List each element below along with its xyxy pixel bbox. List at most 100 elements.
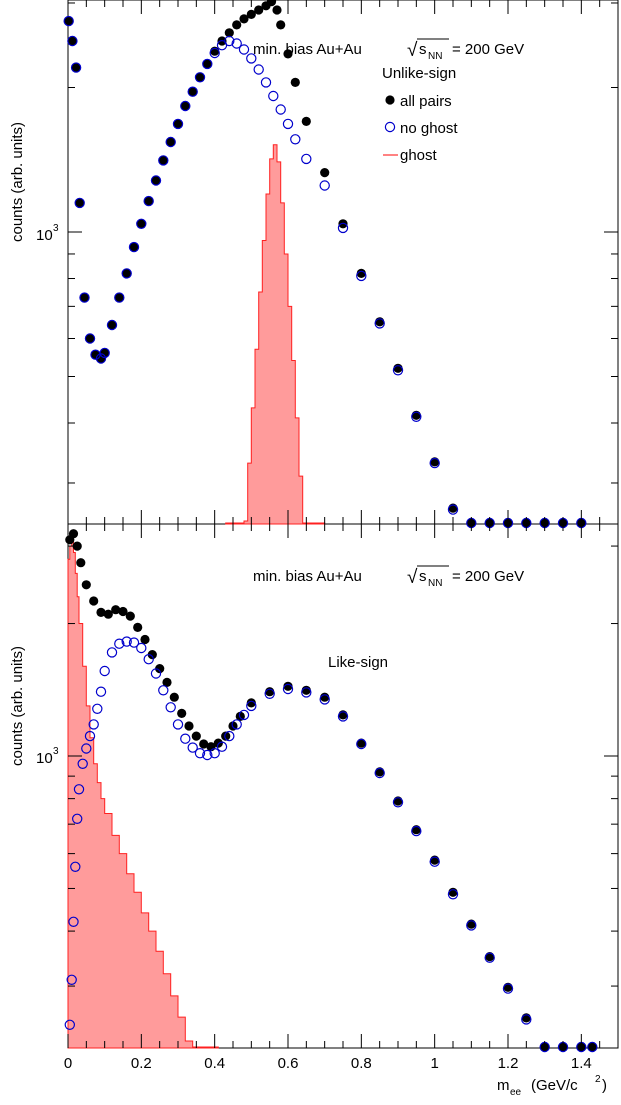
- bottom-no-ghost-point: [88, 719, 99, 730]
- x-tick-label: 0.8: [351, 1055, 372, 1072]
- top-no-ghost-point: [337, 222, 349, 234]
- top-all-pairs-point: [301, 116, 311, 126]
- bottom-ghost-histogram: [67, 539, 219, 1049]
- bottom-no-ghost-point: [150, 668, 162, 679]
- top-no-ghost-point: [143, 195, 154, 207]
- bottom-no-ghost-point: [95, 686, 107, 697]
- xlabel-sub: ee: [510, 1087, 522, 1098]
- bottom-no-ghost-point: [121, 636, 132, 647]
- bottom-ghost-area: [67, 539, 219, 1049]
- bottom-no-ghost-point: [264, 688, 275, 700]
- top-no-ghost-point: [319, 180, 330, 191]
- bottom-no-ghost-point: [66, 974, 77, 986]
- top-all-pairs-point: [158, 155, 168, 165]
- x-tick-label: 0.6: [278, 1055, 299, 1072]
- top-no-ghost-point: [301, 153, 312, 165]
- xlabel-unit-sup: 2: [595, 1074, 601, 1085]
- bottom-all-pairs-point: [147, 650, 157, 660]
- top-ytick-exp: 3: [53, 223, 59, 234]
- top-no-ghost-point: [447, 504, 459, 515]
- bottom-no-ghost-point: [143, 654, 154, 665]
- bottom-sqrt-sub: NN: [428, 578, 442, 589]
- top-no-ghost-point: [268, 90, 279, 102]
- bottom-no-ghost-point: [429, 856, 440, 867]
- bottom-no-ghost-point: [81, 743, 92, 754]
- top-no-ghost-point: [260, 77, 272, 88]
- bottom-no-ghost-point: [484, 952, 495, 963]
- bottom-no-ghost-series: [64, 636, 598, 1053]
- bottom-no-ghost-point: [70, 861, 81, 873]
- x-tick-label: 0.4: [204, 1055, 225, 1072]
- bottom-ylabel: counts (arb. units): [9, 646, 26, 766]
- top-all-pairs-point: [64, 16, 74, 26]
- bottom-no-ghost-point: [194, 748, 206, 759]
- bottom-no-ghost-point: [209, 748, 220, 759]
- top-no-ghost-point: [282, 118, 294, 130]
- legend-no-ghost-marker: [384, 121, 396, 133]
- bottom-no-ghost-point: [77, 758, 88, 770]
- top-energy-label: = 200 GeV: [452, 41, 524, 58]
- bottom-no-ghost-point: [319, 694, 330, 705]
- bottom-no-ghost-point: [216, 741, 228, 752]
- bottom-no-ghost-point: [71, 813, 83, 825]
- bottom-all-pairs-point: [191, 731, 201, 741]
- top-no-ghost-point: [99, 347, 110, 359]
- top-all-pairs-point: [393, 363, 403, 373]
- x-tick-label: 1.2: [498, 1055, 519, 1072]
- bottom-all-pairs-point: [162, 677, 172, 688]
- bottom-all-pairs-point: [221, 731, 231, 741]
- bottom-all-pairs-point: [199, 739, 209, 749]
- bottom-sqrt-var: s: [419, 568, 427, 585]
- bottom-all-pairs-point: [111, 605, 121, 615]
- top-no-ghost-point: [84, 333, 96, 344]
- legend-all-pairs-label: all pairs: [400, 93, 452, 110]
- top-all-pairs-point: [180, 101, 190, 111]
- bottom-energy-label: = 200 GeV: [452, 568, 524, 585]
- bottom-subtitle: Like-sign: [328, 654, 388, 671]
- bottom-no-ghost-point: [73, 784, 85, 795]
- bottom-ytick-exp: 3: [53, 746, 59, 757]
- top-no-ghost-point: [374, 318, 385, 329]
- top-ylabel: counts (arb. units): [9, 122, 26, 242]
- top-no-ghost-point: [67, 35, 78, 47]
- bottom-no-ghost-point: [99, 665, 110, 677]
- legend-ghost-label: ghost: [400, 147, 438, 164]
- bottom-all-pairs-point: [356, 738, 366, 748]
- top-title: min. bias Au+Au: [253, 41, 362, 58]
- top-no-ghost-point: [202, 58, 213, 70]
- bottom-all-pairs-point: [265, 687, 275, 697]
- bottom-no-ghost-point: [282, 683, 294, 695]
- top-subtitle: Unlike-sign: [382, 65, 456, 82]
- top-no-ghost-point: [275, 104, 286, 115]
- top-all-pairs-point: [136, 219, 146, 229]
- top-all-pairs-point: [114, 293, 124, 303]
- top-no-ghost-point: [290, 134, 301, 145]
- bottom-no-ghost-point: [84, 730, 96, 742]
- top-all-pairs-point: [100, 348, 110, 358]
- top-no-ghost-point: [70, 62, 82, 73]
- top-no-ghost-point: [392, 365, 404, 376]
- top-no-ghost-point: [106, 319, 118, 331]
- top-no-ghost-point: [411, 411, 422, 422]
- bottom-all-pairs-point: [81, 580, 91, 590]
- bottom-no-ghost-point: [114, 638, 125, 649]
- bottom-no-ghost-point: [64, 1019, 76, 1031]
- top-no-ghost-point: [63, 15, 74, 27]
- top-no-ghost-point: [172, 118, 184, 130]
- top-sqrt-var: s: [419, 41, 427, 58]
- legend-no-ghost-label: no ghost: [400, 120, 458, 137]
- bottom-no-ghost-point: [231, 719, 242, 730]
- bottom-all-pairs-point: [246, 698, 256, 708]
- top-no-ghost-point: [128, 241, 140, 253]
- top-all-pairs-point: [224, 28, 234, 38]
- top-all-pairs-point: [151, 175, 161, 186]
- top-all-pairs-point: [75, 198, 85, 208]
- bottom-no-ghost-point: [502, 983, 514, 994]
- bottom-all-pairs-point: [89, 596, 99, 606]
- bottom-no-ghost-point: [301, 687, 312, 698]
- top-no-ghost-point: [253, 64, 264, 75]
- top-no-ghost-point: [209, 47, 220, 59]
- bottom-all-pairs-point: [177, 708, 187, 719]
- bottom-no-ghost-point: [392, 797, 404, 808]
